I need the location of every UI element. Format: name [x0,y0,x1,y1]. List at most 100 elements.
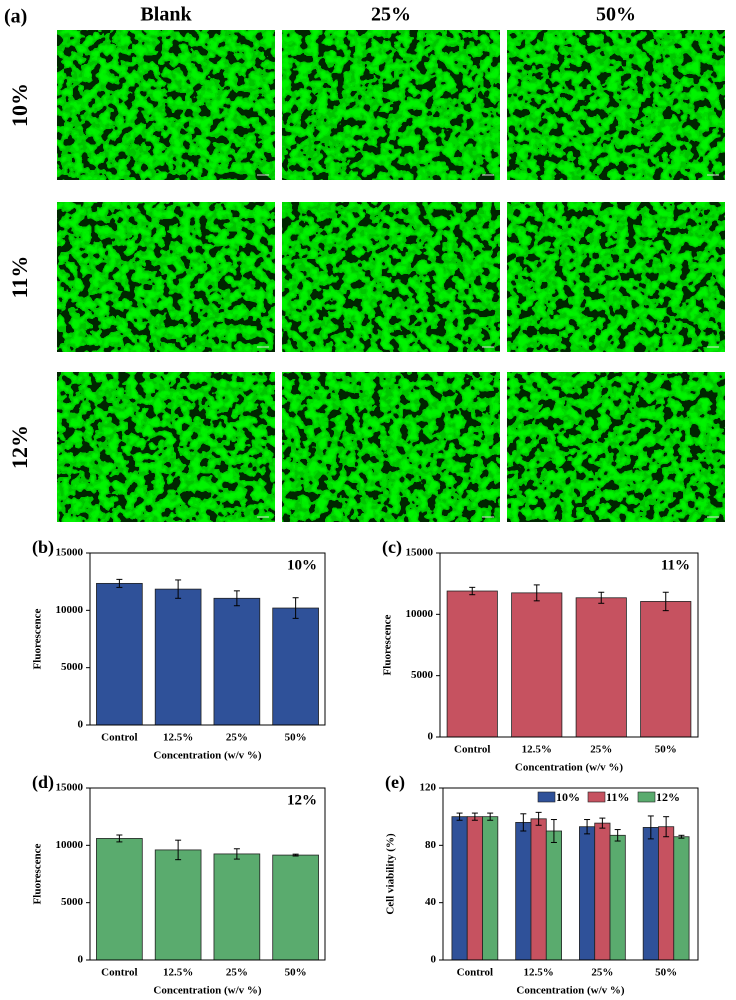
error-bar [471,812,478,821]
bar [272,607,319,726]
legend-label: 12% [656,790,680,804]
y-tick-label: 0 [428,731,434,743]
plot-frame [439,552,699,738]
y-tick-label: 120 [420,782,437,794]
error-bar [647,815,654,840]
legend-label: 10% [556,790,580,804]
row-label: 11% [7,256,32,299]
bar [466,816,483,961]
bar [96,582,143,726]
x-axis-label: Concentration (w/v %) [153,750,261,762]
legend-label: 11% [606,790,629,804]
annotation: 12% [287,792,317,808]
y-tick-label: 0 [431,954,437,966]
micrograph [57,372,275,522]
error-bar [678,834,685,839]
panel-label: (e) [385,772,405,793]
error-bar [598,591,605,604]
y-axis-label: Fluorescence [32,843,44,904]
y-tick-label: 40 [425,896,437,908]
error-bar [584,819,591,835]
bar [579,826,596,961]
bar [673,836,690,961]
legend-swatch [587,791,606,803]
micrograph [282,30,500,180]
plot-frame [89,787,326,961]
error-bar [175,579,182,599]
bar [594,822,611,961]
error-bar [550,819,557,843]
x-tick-label: 25% [226,967,248,979]
micrograph [507,202,725,352]
bar [213,853,261,961]
error-bar [116,578,123,588]
bar [154,849,202,961]
y-tick-label: 10000 [406,608,434,620]
bar [658,826,675,961]
x-tick-label: 50% [655,744,677,756]
bar [530,818,547,961]
error-bar [233,590,240,607]
column-label: 25% [371,4,411,26]
panel-label: (a) [4,6,27,28]
annotation: 11% [661,557,690,573]
error-bar [533,584,540,602]
x-tick-label: Control [457,967,493,979]
row-label: 12% [7,425,32,469]
bar [575,597,627,738]
bar [482,816,499,961]
bar [642,827,659,961]
error-bar [487,812,494,821]
x-tick-label: Control [101,967,137,979]
bar [545,830,562,961]
y-tick-label: 0 [78,954,84,966]
x-tick-label: 12.5% [163,967,193,979]
column-label: Blank [140,4,192,26]
x-tick-label: 50% [285,967,307,979]
panel-label: (c) [382,537,402,558]
micrograph [282,202,500,352]
y-tick-label: 15000 [56,782,84,794]
x-tick-label: 25% [591,967,613,979]
error-bar [469,586,476,596]
x-tick-label: 12.5% [522,744,552,756]
x-tick-label: Control [101,732,137,744]
bar [446,590,498,738]
annotation: 10% [287,557,317,573]
micrograph [507,30,725,180]
bar [272,854,319,961]
error-bar [663,816,670,838]
error-bar [456,812,463,821]
column-label: 50% [596,4,636,26]
panel-label: (b) [32,537,54,558]
bar [154,588,202,726]
y-tick-label: 5000 [411,669,434,681]
y-axis-label: Fluorescence [32,608,44,669]
legend-swatch [537,791,556,803]
error-bar [662,591,669,612]
error-bar [535,811,542,826]
y-axis-label: Fluorescence [382,614,394,675]
x-tick-label: Control [454,744,490,756]
micrograph [57,30,275,180]
plot-frame [442,787,699,961]
x-tick-label: 50% [285,732,307,744]
bar [451,816,468,961]
y-tick-label: 15000 [56,547,84,559]
y-tick-label: 10000 [56,839,84,851]
y-tick-label: 10000 [56,604,84,616]
micrograph [57,202,275,352]
x-axis-label: Concentration (w/v %) [516,985,624,997]
plot-frame [89,552,326,726]
micrograph [282,372,500,522]
error-bar [175,839,182,861]
legend-swatch [637,791,656,803]
y-axis-label: Cell viability (%) [385,833,397,915]
y-tick-label: 0 [78,719,84,731]
bar [96,838,143,961]
error-bar [599,817,606,829]
micrograph [507,372,725,522]
error-bar [520,813,527,832]
x-tick-label: 50% [655,967,677,979]
